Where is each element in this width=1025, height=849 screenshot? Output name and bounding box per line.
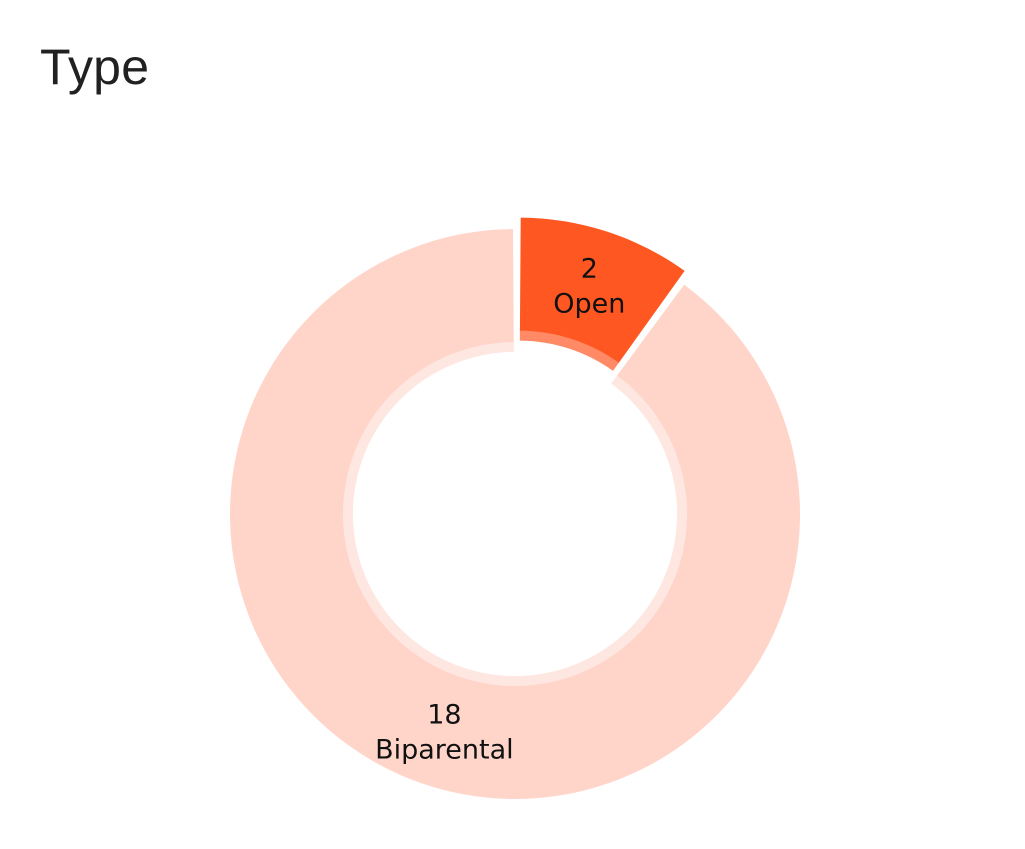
slice-category-open: Open: [553, 288, 625, 319]
slice-open[interactable]: [519, 217, 685, 363]
slice-halo-open: [519, 329, 620, 371]
slice-value-biparental: 18: [427, 699, 461, 730]
slice-category-biparental: Biparental: [375, 734, 514, 765]
donut-hole: [353, 352, 677, 676]
slice-label-biparental: 18 Biparental: [375, 699, 514, 765]
slice-biparental[interactable]: [230, 229, 801, 799]
inner-halo-layer: [342, 329, 688, 687]
slice-label-open: 2 Open: [553, 253, 625, 319]
chart-title: Type: [40, 39, 150, 95]
label-layer: 2 Open 18 Biparental: [375, 253, 625, 765]
slice-layer: [230, 217, 801, 799]
slice-value-open: 2: [581, 253, 598, 284]
